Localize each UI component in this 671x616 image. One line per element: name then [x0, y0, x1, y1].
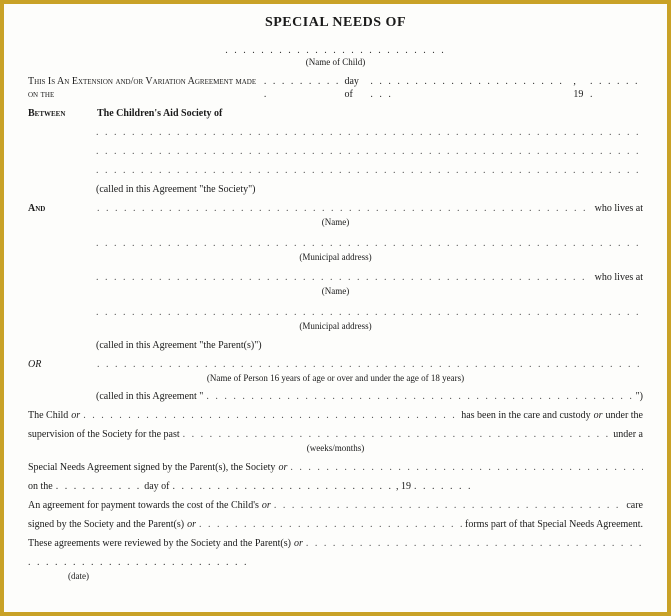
child-name-dots: . . . . . . . . . . . . . . . . . . . . … [28, 44, 643, 57]
made-on-dots: . . . . . . . . . . [264, 75, 342, 101]
extension-line: This Is An Extension and/or Variation Ag… [28, 75, 643, 101]
reviewed-pre: These agreements were reviewed by the So… [28, 537, 291, 550]
signed-pre: signed by the Society and the Parent(s) [28, 518, 184, 531]
name-caption-2: (Name) [28, 286, 643, 298]
society-dots-1: . . . . . . . . . . . . . . . . . . . . … [96, 126, 643, 139]
or-1: or [71, 409, 80, 422]
date-line: . . . . . . . . . . . . . . . . . . . . … [28, 556, 643, 569]
who-lives-1: who lives at [595, 202, 643, 215]
or-2: or [594, 409, 603, 422]
or-3: or [278, 461, 287, 474]
name-caption-1: (Name) [28, 217, 643, 229]
weeks-months-caption: (weeks/months) [28, 443, 643, 455]
addr-dots-2: . . . . . . . . . . . . . . . . . . . . … [96, 306, 643, 319]
on-the-line: on the . . . . . . . . . . day of . . . … [28, 480, 643, 493]
second-dots: . . . . . . . . . . . . . . . . . . . . … [96, 271, 591, 284]
society-dots-3: . . . . . . . . . . . . . . . . . . . . … [96, 164, 643, 177]
or-6: or [294, 537, 303, 550]
care-custody: has been in the care and custody [461, 409, 590, 422]
extension-text: This Is An Extension and/or Variation Ag… [28, 75, 261, 101]
called-society: (called in this Agreement "the Society") [96, 183, 643, 196]
called-open: (called in this Agreement " [96, 390, 203, 403]
second-person-row: . . . . . . . . . . . . . . . . . . . . … [96, 271, 643, 284]
child-pre: The Child [28, 409, 68, 422]
care-word: care [626, 499, 643, 512]
or-row: OR . . . . . . . . . . . . . . . . . . .… [28, 358, 643, 371]
or-4: or [262, 499, 271, 512]
on-the: on the [28, 480, 53, 493]
under-a: under a [613, 428, 643, 441]
between-row: Between The Children's Aid Society of [28, 107, 643, 120]
muni-caption-1: (Municipal address) [28, 252, 643, 264]
or-dots: . . . . . . . . . . . . . . . . . . . . … [97, 358, 643, 371]
month-dots: . . . . . . . . . . . . . . . . . . . . … [370, 75, 570, 101]
under-the: under the [606, 409, 644, 422]
or-label: OR [28, 358, 93, 371]
called-parents: (called in this Agreement "the Parent(s)… [96, 339, 643, 352]
and-dots: . . . . . . . . . . . . . . . . . . . . … [97, 202, 591, 215]
supervision-line: supervision of the Society for the past … [28, 428, 643, 441]
child-or-line: The Child or . . . . . . . . . . . . . .… [28, 409, 643, 422]
and-row: And . . . . . . . . . . . . . . . . . . … [28, 202, 643, 215]
addr-dots-1: . . . . . . . . . . . . . . . . . . . . … [96, 237, 643, 250]
muni-caption-2: (Municipal address) [28, 321, 643, 333]
form-page: SPECIAL NEEDS OF . . . . . . . . . . . .… [4, 4, 667, 612]
called-close: ") [636, 390, 643, 403]
payment-pre: An agreement for payment towards the cos… [28, 499, 259, 512]
or-5: or [187, 518, 196, 531]
who-lives-2: who lives at [595, 271, 643, 284]
signed-line: signed by the Society and the Parent(s) … [28, 518, 643, 531]
reviewed-line: These agreements were reviewed by the So… [28, 537, 643, 550]
payment-line: An agreement for payment towards the cos… [28, 499, 643, 512]
nineteen-text: , 19 [573, 75, 587, 101]
person-16-caption: (Name of Person 16 years of age or over … [28, 373, 643, 385]
and-label: And [28, 202, 93, 215]
date-caption: (date) [68, 571, 643, 583]
society-of-text: The Children's Aid Society of [97, 107, 222, 120]
form-title: SPECIAL NEEDS OF [28, 14, 643, 32]
special-needs-line: Special Needs Agreement signed by the Pa… [28, 461, 643, 474]
day-of-text: day of [344, 75, 367, 101]
between-label: Between [28, 107, 93, 120]
supervision-pre: supervision of the Society for the past [28, 428, 180, 441]
child-name-caption: (Name of Child) [28, 57, 643, 69]
day-of-2: day of [144, 480, 169, 493]
year-dots: . . . . . . . [590, 75, 643, 101]
child-name-block: . . . . . . . . . . . . . . . . . . . . … [28, 44, 643, 69]
called-blank-row: (called in this Agreement " . . . . . . … [96, 390, 643, 403]
forms-part: forms part of that Special Needs Agreeme… [465, 518, 643, 531]
special-pre: Special Needs Agreement signed by the Pa… [28, 461, 275, 474]
society-dots-2: . . . . . . . . . . . . . . . . . . . . … [96, 145, 643, 158]
nineteen-2: , 19 [396, 480, 411, 493]
